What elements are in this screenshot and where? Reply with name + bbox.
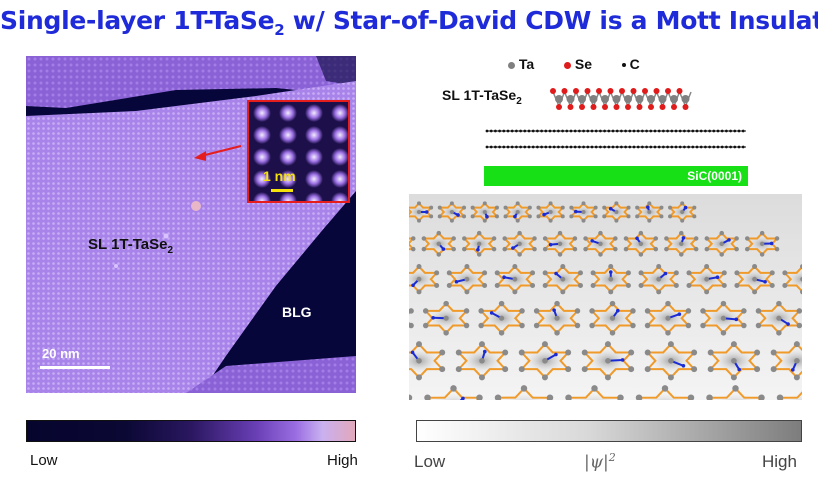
title-text-pre: Single-layer 1T-TaSe [0,6,275,35]
se-atom-icon [563,61,571,69]
sic-label: SiC(0001) [687,169,742,183]
psi-colorbar-low-label: Low [414,452,446,471]
stm-colorbar-high-label: High [327,452,358,469]
layer-label: SL 1T-TaSe2 [442,87,522,107]
legend-ta: Ta [518,56,535,72]
atom-legend: Ta Se C [508,56,640,72]
inset-image: 1 nm [247,100,350,203]
stm-colorbar [26,420,356,442]
psi-colorbar-high-label: High [762,452,797,471]
inset-scalebar-label: 1 nm [263,168,296,184]
sic-substrate: SiC(0001) [484,166,748,186]
psi-colorbar [416,420,802,442]
sample-label: SL 1T-TaSe2 [88,236,174,256]
legend-se: Se [574,56,592,72]
legend-c: C [629,56,640,72]
tase2-side-view [550,88,692,110]
ta-atom-icon [508,61,515,69]
slide-title: Single-layer 1T-TaSe2 w/ Star-of-David C… [0,6,818,39]
psi-colorbar-mid-label: |ψ|2 [584,451,616,473]
stm-colorbar-low-label: Low [30,452,58,469]
title-text-post: w/ Star-of-David CDW is a Mott Insulator [284,6,818,35]
substrate-label: BLG [282,304,312,320]
lattice-graphic [409,194,802,400]
title-subscript: 2 [274,21,285,39]
inset-graphic [249,102,348,201]
scalebar-label: 20 nm [42,346,80,361]
c-atom-icon [621,63,626,68]
star-of-david-lattice [409,194,802,400]
graphene-layers [485,129,746,149]
